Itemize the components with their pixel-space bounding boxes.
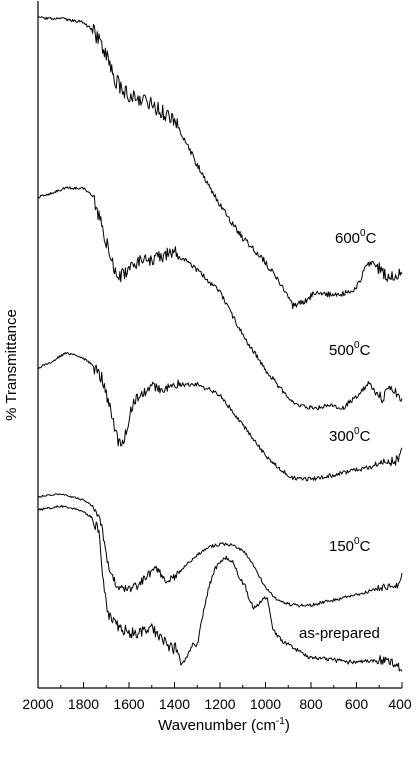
series-line-as-prepared — [37, 504, 403, 672]
series-label-300-sup: 0 — [354, 426, 360, 437]
x-axis-title: Wavenumber (cm-1) — [158, 716, 290, 734]
series-label-300-main: 300 — [329, 428, 354, 445]
series-label-500-end: C — [360, 342, 371, 359]
series-label-500-sup: 0 — [354, 340, 360, 351]
series-line-300 — [37, 352, 403, 482]
series-label-600-main: 600 — [335, 230, 360, 247]
y-axis-title: % Transmittance — [3, 309, 20, 421]
series-label-300-end: C — [360, 428, 371, 445]
series-line-500 — [37, 186, 403, 411]
x-tick-label: 1200 — [204, 696, 235, 712]
x-axis-title-main: Wavenumber (cm — [158, 717, 276, 734]
x-axis-title-end: ) — [285, 717, 290, 734]
series-label-500-main: 500 — [329, 342, 354, 359]
x-axis-title-sup: -1 — [276, 716, 285, 727]
x-ticks: 2000 1800 1600 1400 1200 1000 800 600 400 — [22, 682, 412, 712]
series-label-600-sup: 0 — [360, 228, 366, 239]
series-label-500: 5000C — [329, 340, 371, 359]
series-label-300: 3000C — [329, 426, 371, 445]
x-tick-label: 1800 — [68, 696, 99, 712]
x-tick-label: 1600 — [113, 696, 144, 712]
series-lines — [37, 16, 403, 672]
series-line-600 — [37, 16, 403, 310]
series-label-as-prepared: as-prepared — [299, 625, 380, 642]
series-line-150 — [37, 493, 403, 608]
series-label-150-end: C — [360, 538, 371, 555]
series-label-150-sup: 0 — [354, 536, 360, 547]
series-label-150: 1500C — [329, 536, 371, 555]
x-tick-label: 1000 — [250, 696, 281, 712]
x-tick-label: 600 — [345, 696, 369, 712]
series-label-150-main: 150 — [329, 538, 354, 555]
series-label-600-end: C — [366, 230, 377, 247]
x-tick-label: 800 — [299, 696, 323, 712]
series-label-600: 6000C — [335, 228, 377, 247]
plot-area: 2000 1800 1600 1400 1200 1000 800 600 400 — [22, 1, 412, 712]
x-tick-label: 2000 — [22, 696, 53, 712]
x-tick-label: 1400 — [159, 696, 190, 712]
x-tick-label: 400 — [388, 696, 412, 712]
